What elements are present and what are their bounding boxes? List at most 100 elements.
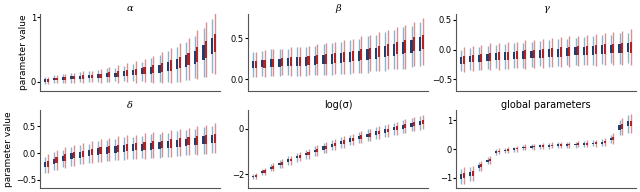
Bar <box>305 153 307 156</box>
Bar <box>404 40 406 53</box>
Bar <box>522 147 524 148</box>
Bar <box>214 134 216 143</box>
Title: log(σ): log(σ) <box>324 100 352 110</box>
Bar <box>568 47 570 56</box>
Bar <box>281 162 283 165</box>
Bar <box>44 79 46 82</box>
Title: δ: δ <box>127 101 133 110</box>
Bar <box>575 144 577 146</box>
Bar <box>557 144 559 146</box>
Bar <box>469 172 471 176</box>
Bar <box>495 151 497 153</box>
Bar <box>117 145 119 152</box>
Bar <box>252 176 254 177</box>
Bar <box>340 141 342 144</box>
Bar <box>70 76 72 79</box>
Bar <box>159 142 161 149</box>
Bar <box>143 67 145 74</box>
Bar <box>342 52 345 62</box>
Bar <box>47 79 49 82</box>
Bar <box>480 164 483 167</box>
Bar <box>548 145 550 147</box>
Bar <box>70 153 72 159</box>
Bar <box>316 55 319 64</box>
Bar <box>618 125 621 130</box>
Bar <box>82 75 84 79</box>
Bar <box>460 57 462 64</box>
Bar <box>586 143 588 145</box>
Bar <box>604 141 605 143</box>
Bar <box>325 146 327 149</box>
Bar <box>387 128 389 132</box>
Bar <box>272 166 275 169</box>
Bar <box>396 126 397 130</box>
Bar <box>486 54 488 61</box>
Bar <box>159 65 161 73</box>
Title: γ: γ <box>543 4 549 13</box>
Bar <box>334 143 336 146</box>
Bar <box>141 68 143 74</box>
Bar <box>550 48 553 57</box>
Bar <box>375 48 378 59</box>
Bar <box>296 57 298 66</box>
Bar <box>369 48 371 59</box>
Bar <box>61 156 64 161</box>
Bar <box>486 160 488 162</box>
Bar <box>507 149 509 151</box>
Bar <box>170 60 172 71</box>
Bar <box>601 45 603 54</box>
Bar <box>115 73 116 77</box>
Bar <box>358 51 360 61</box>
Bar <box>601 142 603 144</box>
Bar <box>97 74 99 78</box>
Bar <box>150 67 152 74</box>
Bar <box>91 75 93 78</box>
Bar <box>358 136 360 139</box>
Bar <box>540 50 541 58</box>
Bar <box>413 122 415 126</box>
Bar <box>314 150 316 152</box>
Bar <box>194 51 196 64</box>
Bar <box>559 144 562 146</box>
Bar <box>53 159 55 164</box>
Bar <box>495 53 497 60</box>
Bar <box>477 55 480 62</box>
Bar <box>264 60 266 68</box>
Bar <box>480 54 483 62</box>
Bar <box>299 155 301 158</box>
Bar <box>132 144 134 151</box>
Bar <box>612 137 614 140</box>
Y-axis label: parameter value: parameter value <box>4 111 13 187</box>
Bar <box>269 167 272 169</box>
Bar <box>196 47 198 62</box>
Bar <box>627 121 629 127</box>
Bar <box>384 46 386 57</box>
Bar <box>115 146 116 152</box>
Bar <box>185 139 187 146</box>
Bar <box>205 135 207 144</box>
Bar <box>143 142 145 150</box>
Bar <box>472 171 474 176</box>
Bar <box>73 152 75 158</box>
Bar <box>176 59 178 70</box>
Bar <box>108 72 110 77</box>
Bar <box>349 138 351 142</box>
Bar <box>290 57 292 66</box>
Bar <box>612 44 614 53</box>
Bar <box>264 170 266 173</box>
Bar <box>360 49 362 60</box>
Bar <box>53 78 55 80</box>
Bar <box>498 52 500 60</box>
Bar <box>513 148 515 150</box>
Bar <box>196 136 198 145</box>
Bar <box>489 53 492 61</box>
Bar <box>64 154 67 161</box>
Bar <box>91 149 93 156</box>
Bar <box>540 146 541 147</box>
Bar <box>566 144 568 146</box>
Bar <box>513 52 515 59</box>
Bar <box>88 75 90 78</box>
Bar <box>269 59 272 67</box>
Bar <box>531 51 532 58</box>
Bar <box>367 49 369 60</box>
